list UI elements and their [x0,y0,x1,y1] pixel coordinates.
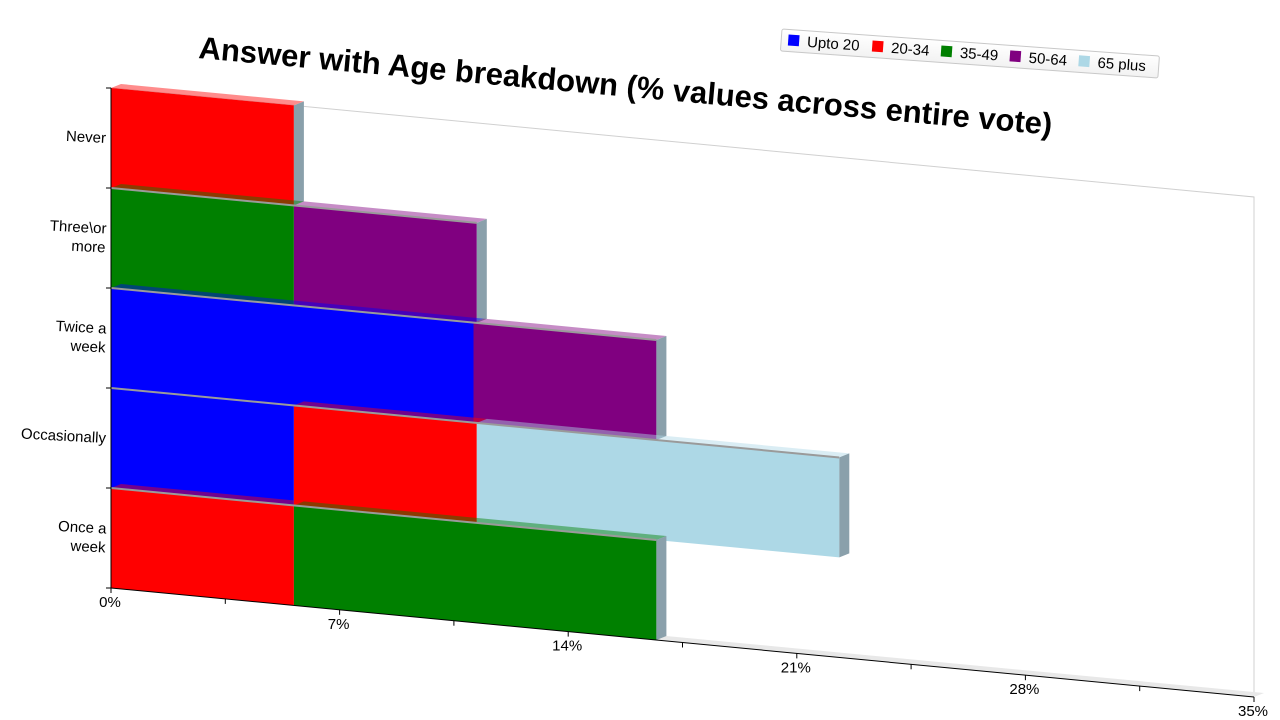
x-tick-label: 0% [99,594,121,611]
bar-top-twice-a-week-50-64 [473,318,667,340]
bar-top-once-a-week-20-34 [111,484,304,506]
bar-once-a-week-35-49 [293,505,657,640]
x-tick-label: 21% [781,659,811,676]
bar-occasionally-upto-20 [111,388,294,506]
x-tick-label: 28% [1009,681,1039,698]
bar-top-three-or-more-50-64 [293,201,487,223]
bar-top-occasionally-65-plus [476,418,850,458]
band-separator [110,387,840,459]
bar-top-twice-a-week-upto-20 [111,284,484,323]
bar-top-occasionally-20-34 [293,401,487,423]
legend-label-35-49: 35-49 [959,45,998,65]
legend-label-upto-20: Upto 20 [807,34,861,55]
category-label-occasionally: Occasionally [21,426,107,447]
legend-swatch-upto-20 [787,34,800,47]
bar-occasionally-65-plus [476,422,840,558]
bar-end-twice-a-week [656,336,667,440]
bar-end-three-or-more [476,218,487,323]
axis-layer [106,87,1255,702]
legend-swatch-20-34 [871,40,884,53]
legend-label-50-64: 50-64 [1028,50,1067,70]
bar-once-a-week-20-34 [111,488,294,606]
legend-label-65-plus: 65 plus [1097,55,1146,75]
bar-three-or-more-35-49 [111,188,294,306]
band-separator [110,187,477,224]
bar-twice-a-week-50-64 [473,322,657,440]
chart-legend: Upto 20 20-34 35-49 50-64 65 plus [780,28,1160,79]
x-tick-label: 14% [552,638,582,655]
category-label-three-or-more: Three\ormore [48,218,107,257]
bar-never-20-34 [111,88,294,206]
bar-top-once-a-week-35-49 [293,501,667,540]
legend-label-20-34: 20-34 [890,40,929,60]
x-tick-label: 35% [1238,703,1268,720]
legend-swatch-35-49 [940,45,953,58]
bar-top-never-20-34 [111,84,304,106]
bar-twice-a-week-upto-20 [111,288,474,423]
band-separator [110,487,657,542]
bar-top-occasionally-upto-20 [111,384,304,406]
legend-swatch-65-plus [1078,55,1091,68]
labels-layer: 0% 7% 14% 21% 28% 35% Never Three\ormore Twice a… [21,128,1268,720]
category-label-never: Never [66,128,107,147]
bar-occasionally-20-34 [293,405,477,523]
bar-end-once-a-week [656,536,667,640]
legend-swatch-50-64 [1009,50,1022,63]
bars-layer [110,84,850,640]
x-tick-label: 7% [328,616,350,633]
bar-end-occasionally [839,453,850,558]
band-separator [110,287,657,342]
bar-top-three-or-more-35-49 [111,184,304,206]
category-label-once-a-week: Once aweek [57,518,108,557]
bar-three-or-more-50-64 [293,205,477,323]
bar-end-never [293,101,304,206]
category-label-twice-a-week: Twice aweek [54,318,107,357]
